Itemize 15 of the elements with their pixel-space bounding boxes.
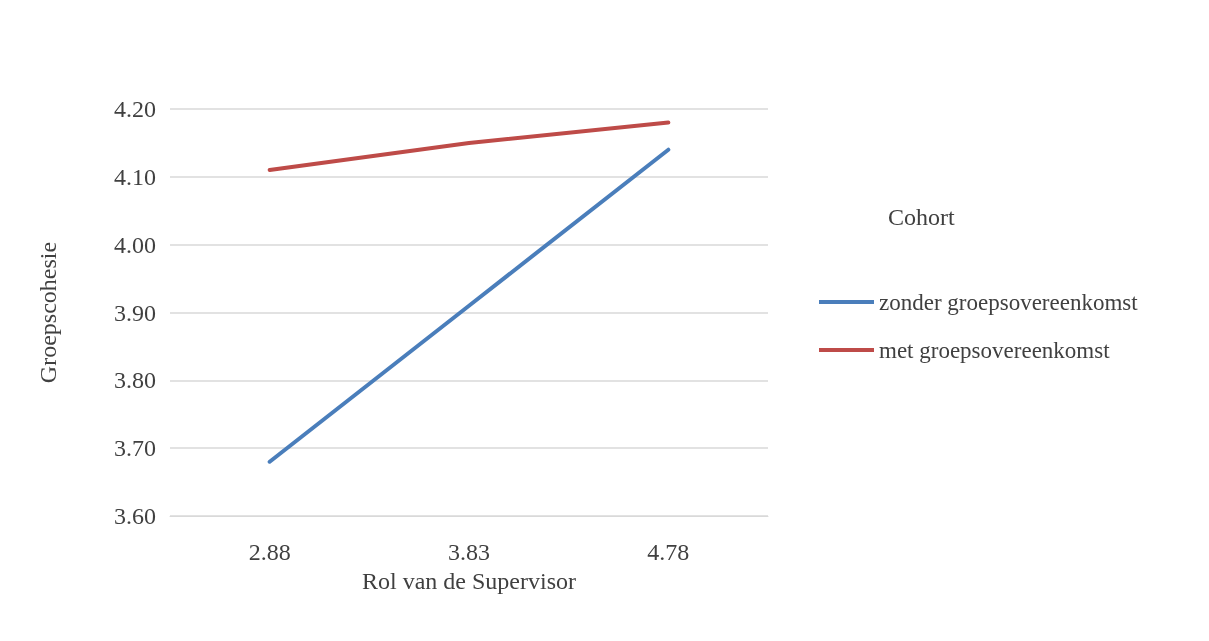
- legend-title: Cohort: [888, 204, 955, 230]
- x-axis-title: Rol van de Supervisor: [362, 567, 576, 594]
- x-tick-label: 3.83: [448, 539, 490, 565]
- legend-label: met groepsovereenkomst: [879, 337, 1111, 363]
- x-tick-label: 2.88: [248, 539, 291, 565]
- y-tick-label: 4.10: [114, 163, 156, 190]
- y-tick-label: 3.90: [114, 299, 156, 326]
- legend-label: zonder groepsovereenkomst: [879, 289, 1139, 315]
- y-tick-label: 4.00: [114, 231, 156, 258]
- x-tick-label: 4.78: [647, 539, 690, 565]
- y-axis-title: Groepscohesie: [35, 241, 61, 384]
- y-tick-label: 4.20: [114, 96, 156, 122]
- y-tick-label: 3.70: [114, 435, 156, 462]
- y-tick-label: 3.80: [114, 367, 156, 394]
- y-tick-label: 3.60: [114, 503, 156, 529]
